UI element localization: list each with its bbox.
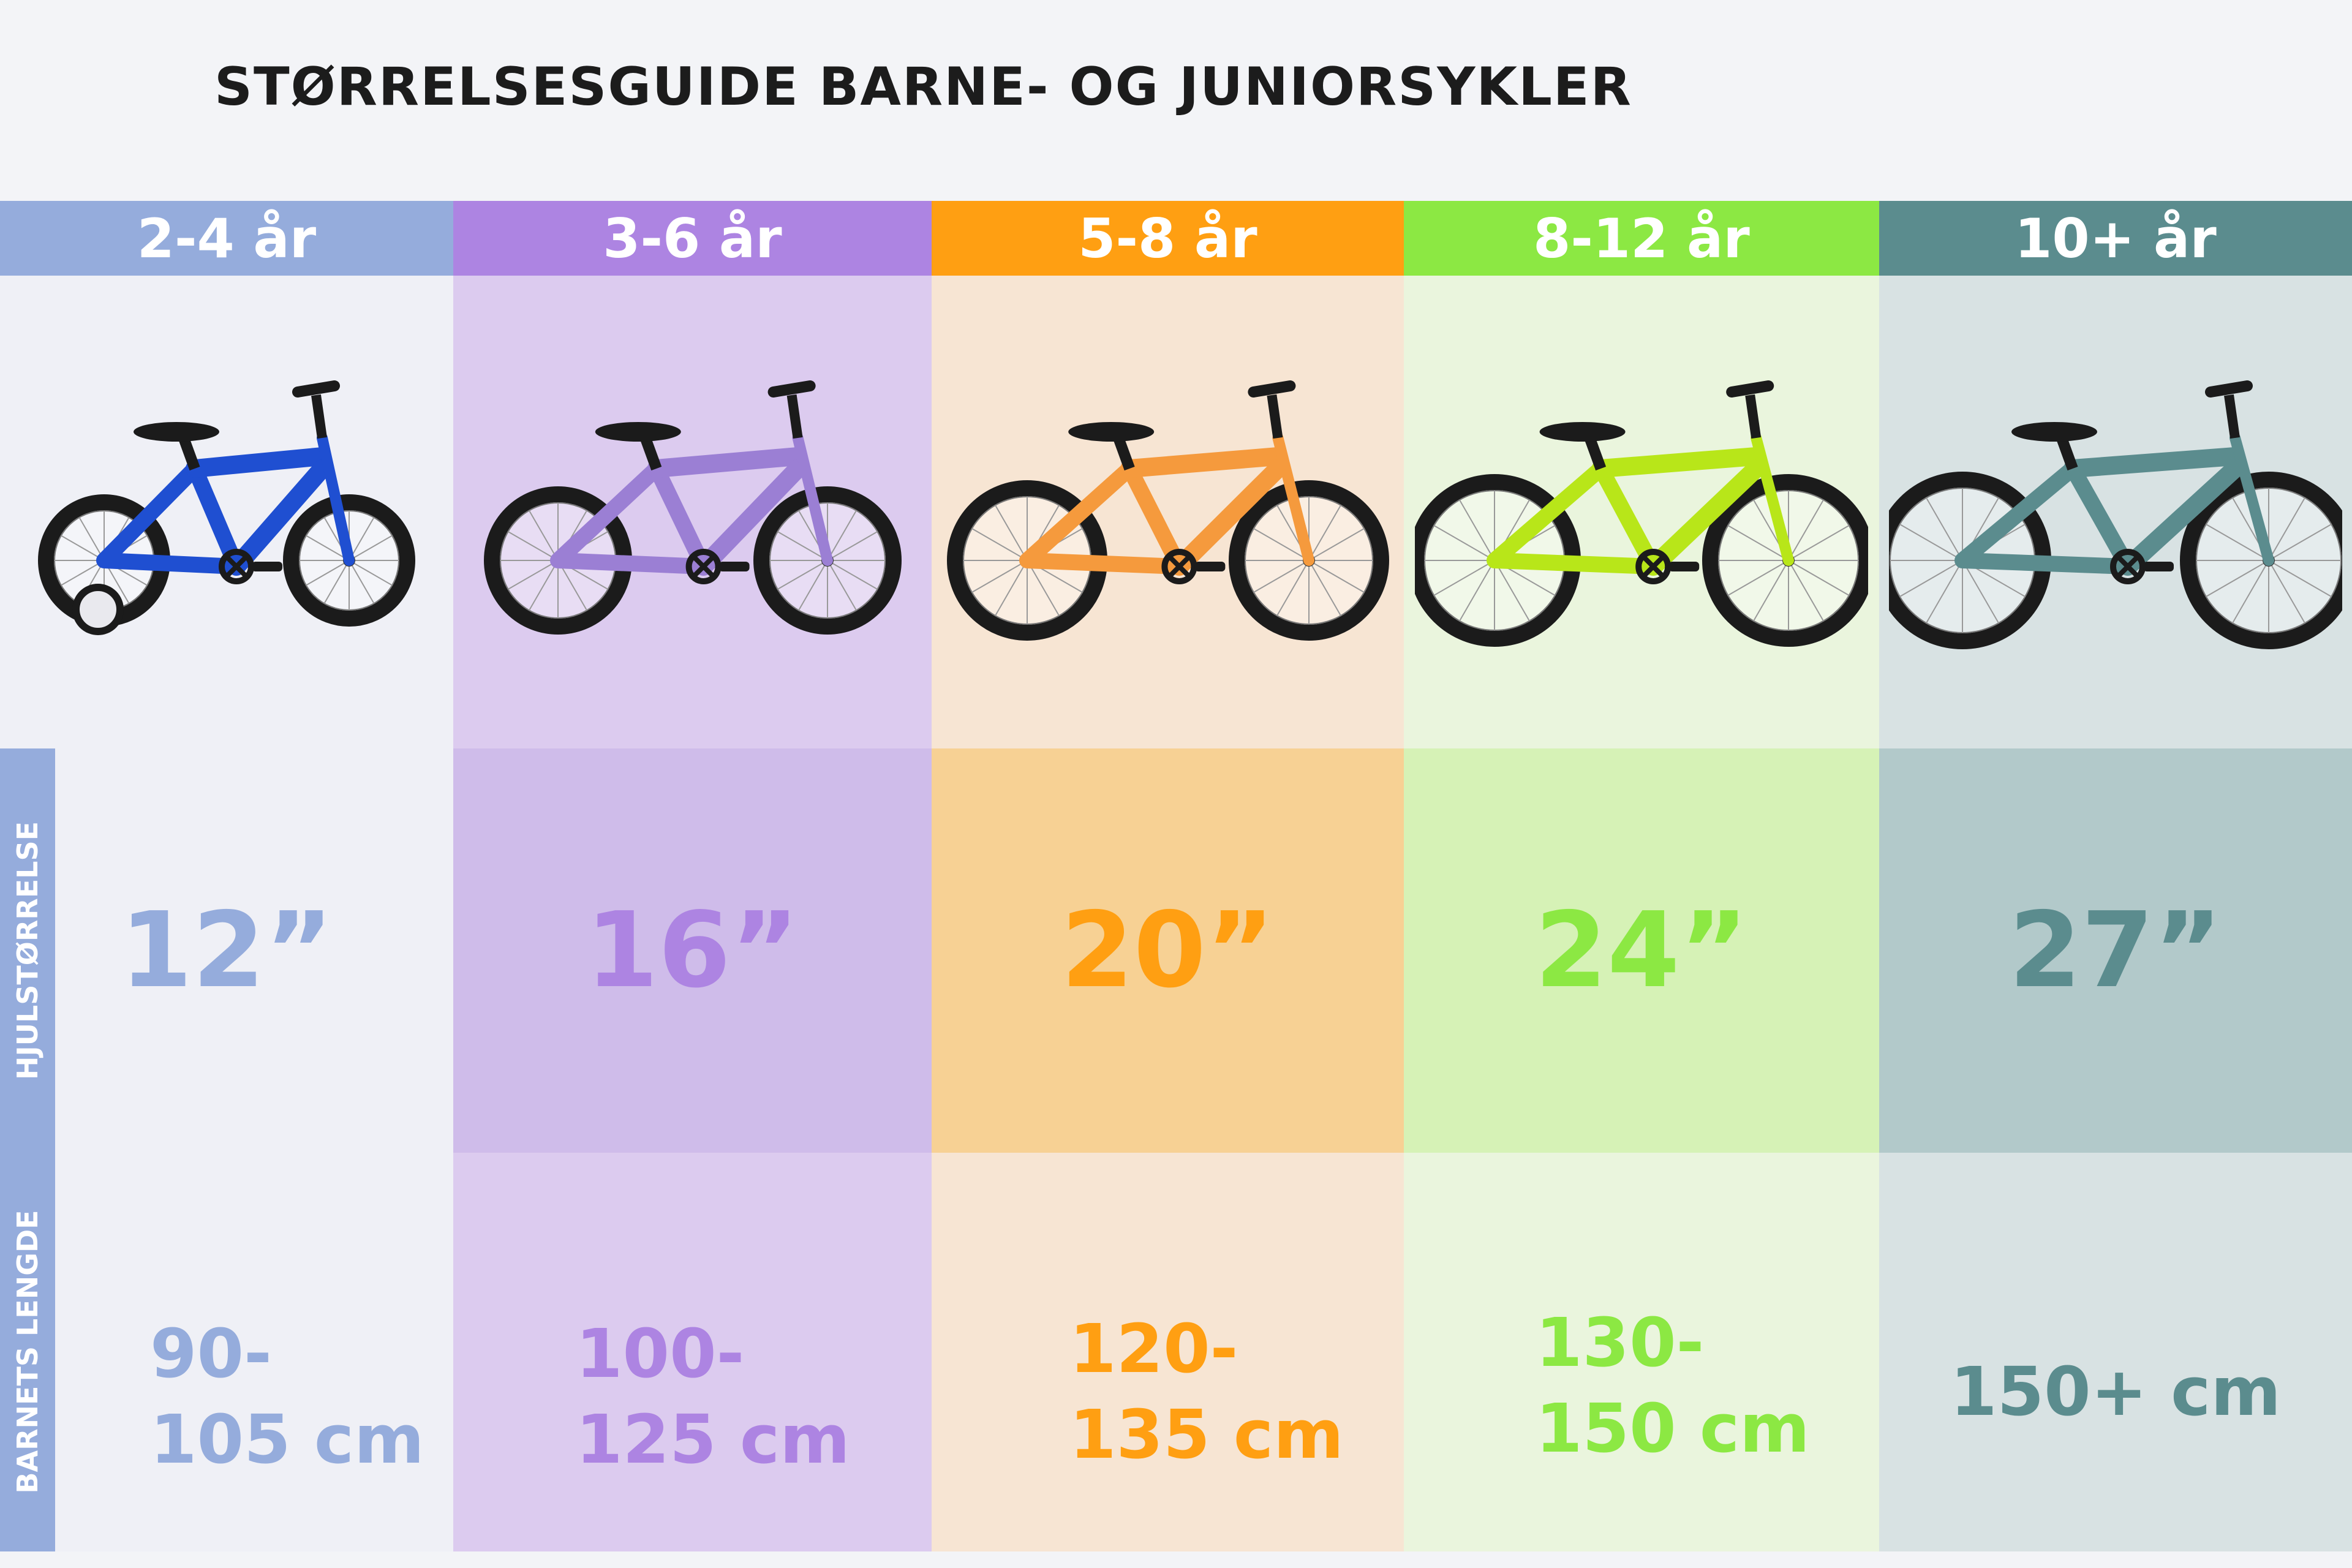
child-height-line-2: 105 cm (150, 1400, 424, 1479)
bike-handlebar (1726, 380, 1774, 398)
child-height-cell: 100- 125 cm (453, 1153, 932, 1551)
child-height-line-1: 120- (1069, 1310, 1238, 1388)
size-guide-table: 2-4 år 12” 90- 105 cm 3-6 år 16” 100- 125 cm 5-8… (0, 201, 2352, 1551)
bike-wheel (1228, 480, 1389, 641)
child-height-value: 90- 105 cm (150, 1311, 424, 1482)
age-header: 2-4 år (0, 201, 453, 276)
age-header: 3-6 år (453, 201, 932, 276)
size-column: 5-8 år 20” 120- 135 cm (932, 201, 1404, 1551)
wheel-size-cell: 27” (1879, 748, 2352, 1153)
wheel-size-value: 12” (119, 890, 334, 1011)
child-height-line-2: 150 cm (1536, 1389, 1810, 1468)
wheel-size-cell: 20” (932, 748, 1404, 1153)
child-height-line-2: 135 cm (1069, 1395, 1344, 1474)
bike-handlebar (292, 380, 340, 398)
bike-wheel (1702, 474, 1868, 647)
bike-illustration (1889, 380, 2342, 649)
wheel-size-cell: 24” (1404, 748, 1879, 1153)
child-height-line-1: 150+ cm (1950, 1352, 2281, 1431)
wheel-size-value: 20” (1061, 890, 1275, 1011)
bike-wheel (753, 486, 902, 635)
bottom-strip (0, 1551, 2352, 1568)
child-height-line-1: 90- (150, 1314, 272, 1393)
bike-frame (1487, 461, 1662, 575)
child-height-cell: 120- 135 cm (932, 1153, 1404, 1551)
bike-cell (1879, 276, 2352, 748)
size-column: 3-6 år 16” 100- 125 cm (453, 201, 932, 1551)
bike-wheel (283, 494, 415, 627)
wheel-size-value: 16” (586, 890, 799, 1011)
bike-frame (1019, 461, 1187, 575)
child-height-cell: 90- 105 cm (0, 1153, 453, 1551)
bike-saddle (134, 422, 219, 442)
bike-wheel (2180, 472, 2342, 649)
bike-handlebar (2205, 380, 2253, 398)
child-height-value: 130- 150 cm (1536, 1300, 1810, 1471)
bike-cell (453, 276, 932, 748)
age-label: 2-4 år (137, 206, 317, 270)
size-column: 8-12 år 24” 130- 150 cm (1404, 201, 1879, 1551)
bike-frame (1954, 461, 2136, 575)
bike-saddle (595, 422, 681, 442)
child-height-value: 120- 135 cm (1069, 1306, 1344, 1477)
bike-frame (96, 461, 244, 575)
wheel-size-cell: 16” (453, 748, 932, 1153)
bike-cell (1404, 276, 1879, 748)
age-label: 5-8 år (1078, 206, 1257, 270)
bike-illustration (946, 380, 1389, 641)
row-label-wheel-size: HJULSTØRRELSE (11, 821, 44, 1080)
child-height-cell: 130- 150 cm (1404, 1153, 1879, 1551)
child-height-line-1: 130- (1536, 1303, 1705, 1382)
bike-handlebar (767, 380, 816, 398)
wheel-size-cell: 12” (0, 748, 453, 1153)
bike-cell (932, 276, 1404, 748)
training-wheel (72, 584, 124, 635)
bike-cell (0, 276, 453, 748)
bike-saddle (1068, 422, 1154, 442)
bike-handlebar (1247, 380, 1295, 398)
row-label-bar-wheel: HJULSTØRRELSE (0, 748, 55, 1153)
bike-illustration (1415, 380, 1868, 647)
row-label-child-height: BARNETS LENGDE (11, 1210, 44, 1494)
child-height-line-2: 125 cm (576, 1400, 850, 1479)
child-height-value: 150+ cm (1879, 1349, 2352, 1434)
wheel-size-value: 27” (2008, 890, 2223, 1011)
child-height-value: 100- 125 cm (576, 1311, 850, 1482)
wheel-size-value: 24” (1534, 890, 1749, 1011)
bike-saddle (1539, 422, 1626, 442)
child-height-line-1: 100- (576, 1314, 745, 1393)
age-header: 10+ år (1879, 201, 2352, 276)
size-column: 10+ år 27” 150+ cm (1879, 201, 2352, 1551)
row-label-bar-height: BARNETS LENGDE (0, 1153, 55, 1551)
bike-illustration (38, 380, 415, 635)
age-label: 8-12 år (1533, 206, 1750, 270)
bike-illustration (483, 380, 902, 635)
size-column: 2-4 år 12” 90- 105 cm (0, 201, 453, 1551)
age-label: 10+ år (2015, 206, 2217, 270)
bike-saddle (2011, 422, 2097, 442)
child-height-cell: 150+ cm (1879, 1153, 2352, 1551)
age-header: 8-12 år (1404, 201, 1879, 276)
page-title: STØRRELSESGUIDE BARNE- OG JUNIORSYKLER (214, 56, 1632, 118)
age-label: 3-6 år (603, 206, 782, 270)
age-header: 5-8 år (932, 201, 1404, 276)
bike-frame (549, 461, 712, 575)
